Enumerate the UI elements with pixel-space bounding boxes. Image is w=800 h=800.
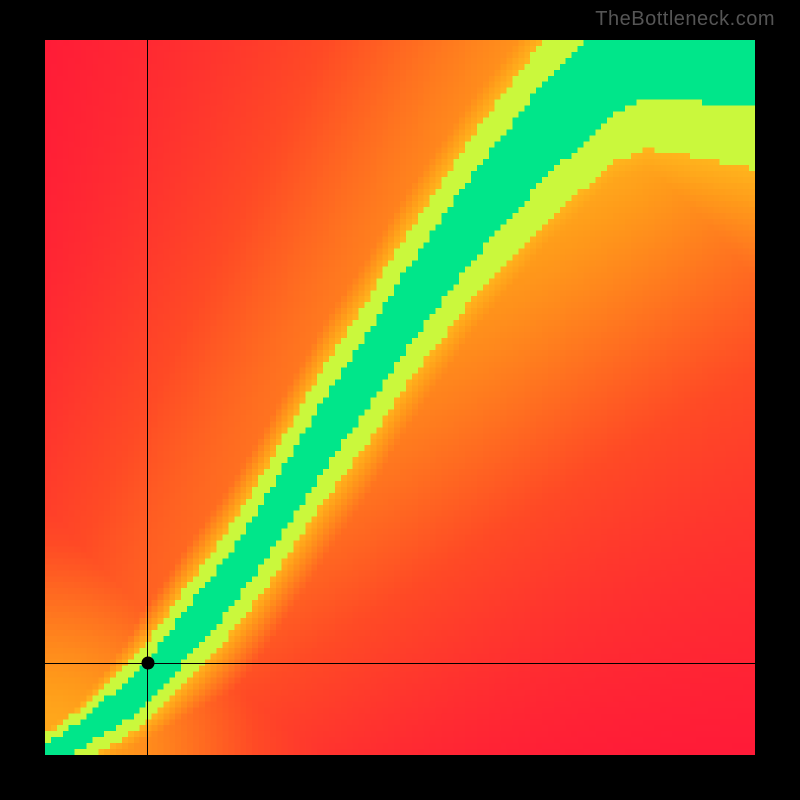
- crosshair-marker: [141, 657, 154, 670]
- watermark-text: TheBottleneck.com: [595, 8, 775, 31]
- crosshair-vertical: [147, 40, 148, 755]
- heatmap-canvas: [45, 40, 755, 755]
- heatmap-plot: [45, 40, 755, 755]
